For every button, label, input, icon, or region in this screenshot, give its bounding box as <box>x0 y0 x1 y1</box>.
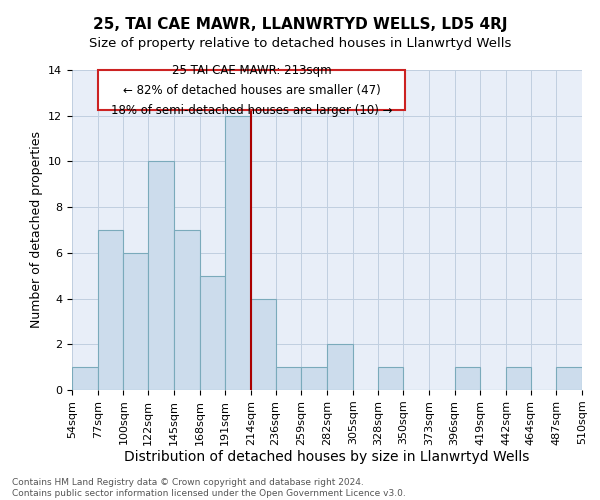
X-axis label: Distribution of detached houses by size in Llanwrtyd Wells: Distribution of detached houses by size … <box>124 450 530 464</box>
Text: Contains HM Land Registry data © Crown copyright and database right 2024.
Contai: Contains HM Land Registry data © Crown c… <box>12 478 406 498</box>
Bar <box>327 344 353 390</box>
FancyBboxPatch shape <box>98 70 405 110</box>
Text: Size of property relative to detached houses in Llanwrtyd Wells: Size of property relative to detached ho… <box>89 38 511 51</box>
Bar <box>301 367 327 390</box>
Bar <box>455 367 480 390</box>
Bar <box>556 367 582 390</box>
Bar <box>506 367 530 390</box>
Text: 25, TAI CAE MAWR, LLANWRTYD WELLS, LD5 4RJ: 25, TAI CAE MAWR, LLANWRTYD WELLS, LD5 4… <box>93 18 507 32</box>
Bar <box>72 367 98 390</box>
Bar <box>124 253 148 390</box>
Bar <box>225 116 251 390</box>
Bar <box>275 367 301 390</box>
Bar <box>199 276 225 390</box>
Bar <box>98 230 124 390</box>
Text: 25 TAI CAE MAWR: 213sqm
← 82% of detached houses are smaller (47)
18% of semi-de: 25 TAI CAE MAWR: 213sqm ← 82% of detache… <box>111 64 392 116</box>
Bar <box>379 367 403 390</box>
Bar <box>251 298 275 390</box>
Y-axis label: Number of detached properties: Number of detached properties <box>29 132 43 328</box>
Bar <box>174 230 199 390</box>
Bar <box>148 162 174 390</box>
